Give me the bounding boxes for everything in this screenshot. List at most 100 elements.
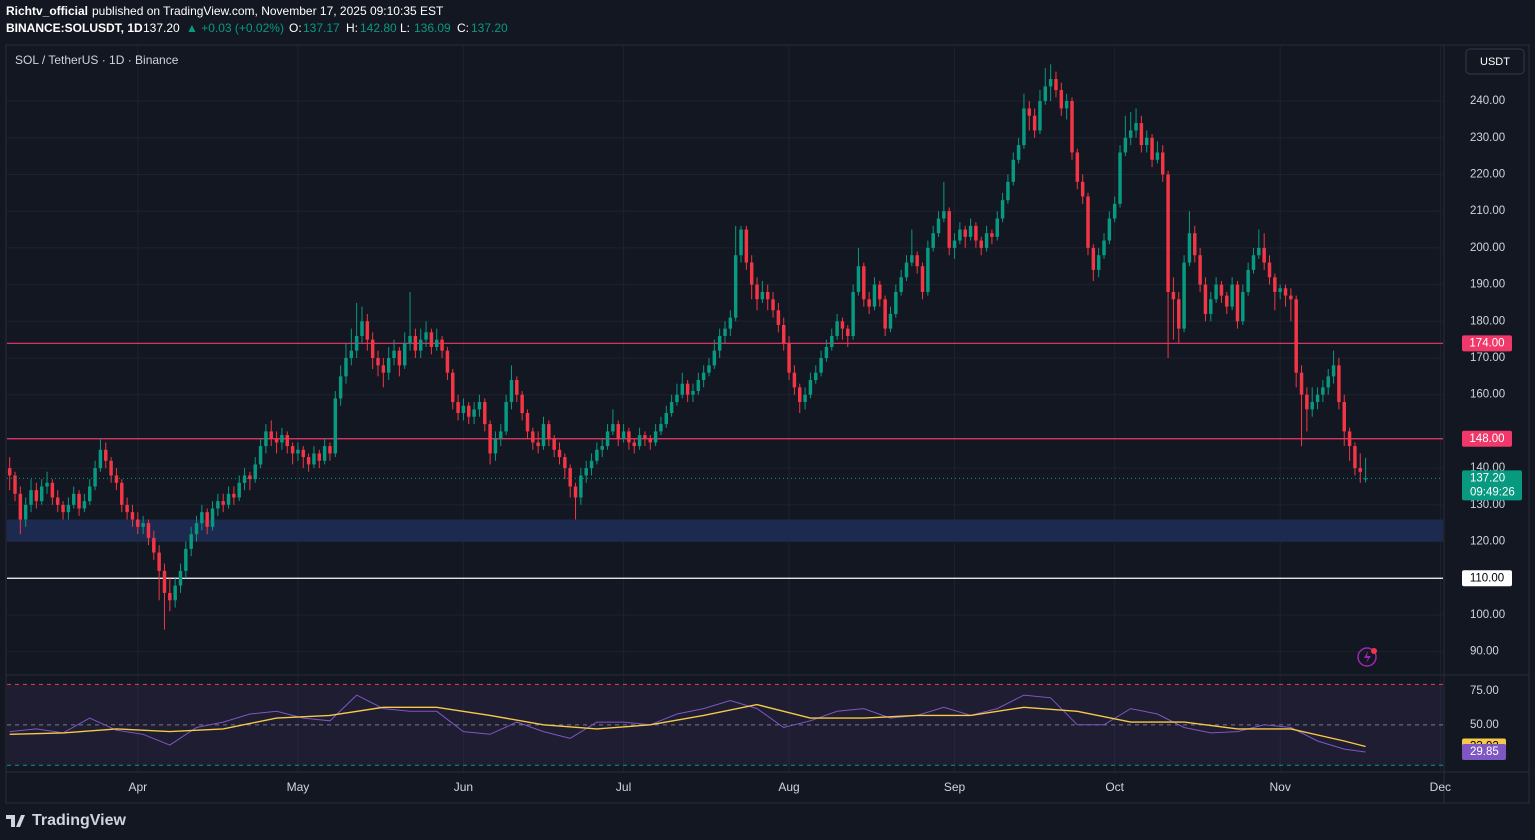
candle-body — [1118, 152, 1122, 204]
candle-body — [1219, 284, 1224, 296]
symbol: BINANCE:SOLUSDT, 1D — [6, 21, 143, 35]
candle-body — [685, 383, 690, 395]
candle-body — [424, 332, 428, 340]
candle-body — [1155, 152, 1160, 160]
candle-body — [1134, 123, 1138, 131]
level-label: 148.00 — [1469, 433, 1504, 445]
candle-body — [1283, 288, 1288, 296]
candle-body — [1299, 372, 1304, 395]
x-tick-label: May — [287, 780, 310, 794]
candle-body — [595, 449, 599, 461]
candle-body — [269, 431, 273, 439]
candle-body — [114, 475, 119, 483]
candle-body — [61, 504, 65, 513]
candle-body — [627, 431, 631, 443]
x-tick-label: Jul — [616, 780, 631, 794]
candle-body — [178, 570, 183, 586]
candle-body — [974, 225, 978, 241]
candle-body — [1289, 295, 1293, 300]
candle-body — [568, 468, 572, 487]
candle-body — [445, 350, 450, 373]
candle-body — [290, 446, 295, 454]
candle-body — [1241, 291, 1245, 322]
candle-body — [354, 335, 359, 351]
candle-body — [888, 313, 893, 329]
candle-body — [237, 482, 241, 498]
candle-body — [322, 446, 327, 461]
candle-body — [104, 449, 108, 461]
candle-body — [862, 266, 866, 300]
candle-body — [968, 225, 973, 237]
candle-body — [1267, 262, 1272, 278]
candle-body — [280, 435, 284, 443]
candle-body — [525, 413, 530, 432]
candle-body — [381, 365, 386, 373]
candle-body — [39, 486, 44, 502]
candle-body — [1347, 431, 1352, 447]
candle-body — [1353, 446, 1357, 469]
candle-body — [653, 431, 658, 443]
candle-body — [77, 493, 81, 509]
candle-body — [413, 335, 418, 351]
brand[interactable]: TradingView — [32, 812, 127, 829]
candle-body — [851, 291, 855, 336]
ohlc-value: 137.20 — [471, 21, 508, 35]
candle-body — [440, 339, 444, 351]
candle-body — [1251, 255, 1256, 270]
candle-body — [1123, 137, 1128, 153]
candle-body — [456, 402, 460, 414]
candle-body — [1011, 159, 1016, 182]
currency-button[interactable] — [1465, 48, 1525, 75]
candle-body — [669, 402, 674, 414]
candle-body — [1331, 365, 1336, 377]
candle-body — [408, 335, 412, 344]
y-tick-label: 240.00 — [1470, 95, 1505, 107]
candle-body — [66, 504, 71, 513]
candle-body — [162, 570, 167, 593]
candle-body — [1257, 247, 1261, 256]
candle-body — [461, 405, 466, 414]
alert-icon[interactable] — [1357, 647, 1377, 667]
candle-body — [71, 493, 76, 505]
candle-body — [910, 255, 914, 263]
candle-body — [418, 339, 423, 351]
author: Richtv_official — [6, 4, 88, 18]
candle-body — [819, 358, 823, 373]
candle-body — [691, 391, 695, 395]
candle-body — [509, 380, 514, 403]
zone — [7, 519, 1443, 542]
plot — [7, 64, 1443, 766]
candle-body — [1144, 137, 1149, 146]
candle-body — [765, 291, 770, 300]
candle-body — [146, 523, 151, 538]
currency[interactable]: USDT — [1480, 56, 1510, 68]
rsi-line — [9, 703, 1366, 748]
candle-body — [248, 475, 252, 480]
candle-body — [1246, 269, 1250, 292]
candle-body — [1182, 262, 1186, 329]
candle-body — [648, 438, 652, 443]
ohlc-label: H: — [346, 21, 358, 35]
candle-body — [803, 394, 807, 403]
candle-body — [771, 299, 775, 311]
rsi-value-label: 29.85 — [1470, 746, 1499, 758]
candle-body — [82, 501, 87, 509]
candle-body — [1166, 174, 1170, 292]
logo[interactable] — [6, 815, 25, 827]
y-tick-label: 170.00 — [1470, 352, 1505, 364]
rsi-value-bg — [1462, 744, 1506, 761]
candle-body — [397, 350, 402, 366]
candle-body — [990, 233, 994, 237]
candle-body — [931, 233, 935, 248]
chart-frame — [5, 44, 1530, 804]
rsi-line — [9, 694, 1366, 753]
candle-body — [755, 284, 759, 300]
candle-body — [605, 431, 610, 447]
candle-body — [1064, 101, 1069, 109]
candle-body — [1337, 365, 1341, 403]
candle-body — [226, 493, 231, 505]
y-tick-label: 160.00 — [1470, 389, 1505, 401]
ohlc-label: C: — [457, 21, 469, 35]
candle-body — [1326, 376, 1330, 388]
